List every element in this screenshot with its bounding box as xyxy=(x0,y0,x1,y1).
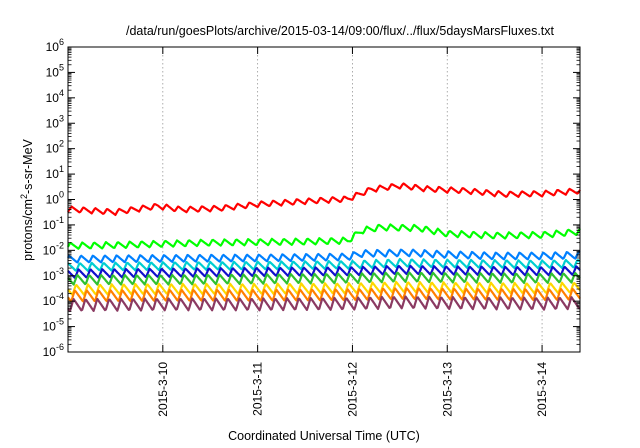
y-axis: 10-610-510-410-310-210-11001011021031041… xyxy=(43,37,580,359)
y-tick-label: 103 xyxy=(46,113,64,130)
series-layer xyxy=(67,182,581,313)
y-tick-label: 10-3 xyxy=(43,266,64,283)
y-tick-label: 10-2 xyxy=(43,240,64,257)
y-tick-label-exponent: -1 xyxy=(56,215,64,225)
y-axis-label-superscript: 2 xyxy=(19,194,29,199)
y-tick-label-base: 10 xyxy=(46,65,60,79)
y-tick-label-exponent: -4 xyxy=(56,291,64,301)
y-tick-label-base: 10 xyxy=(43,320,57,334)
y-tick-label-base: 10 xyxy=(46,116,60,130)
x-tick-label: 2015-3-14 xyxy=(535,362,549,417)
series-line xyxy=(67,257,581,272)
series-line xyxy=(67,182,581,216)
y-tick-label-exponent: -3 xyxy=(56,266,64,276)
y-tick-label-base: 10 xyxy=(46,40,60,54)
y-tick-label-exponent: 1 xyxy=(59,164,64,174)
y-tick-label: 106 xyxy=(46,37,64,54)
y-tick-label-base: 10 xyxy=(46,142,60,156)
y-tick-label-base: 10 xyxy=(46,91,60,105)
y-tick-label-base: 10 xyxy=(43,218,57,232)
y-tick-label-exponent: -6 xyxy=(56,342,64,352)
y-tick-label: 102 xyxy=(46,139,64,156)
y-tick-label-exponent: 4 xyxy=(59,88,64,98)
x-axis-label: Coordinated Universal Time (UTC) xyxy=(228,429,420,443)
y-tick-label-exponent: 6 xyxy=(59,37,64,47)
y-tick-label: 101 xyxy=(46,164,64,181)
y-axis-label-suffix: -s-sr-MeV xyxy=(21,138,35,194)
y-axis-label: protons/cm2-s-sr-MeV xyxy=(19,138,35,260)
y-tick-label-base: 10 xyxy=(43,294,57,308)
y-tick-label-exponent: -5 xyxy=(56,317,64,327)
y-tick-label-exponent: 0 xyxy=(59,190,64,200)
y-tick-label-base: 10 xyxy=(46,193,60,207)
x-axis: 2015-3-10 2015-3-11 2015-3-12 2015-3-13 2015… xyxy=(156,47,549,417)
y-tick-label: 10-1 xyxy=(43,215,64,232)
series-line xyxy=(67,223,581,250)
x-tick-label: 2015-3-11 xyxy=(251,362,265,416)
x-tick-label: 2015-3-12 xyxy=(345,362,359,417)
y-tick-label-base: 10 xyxy=(43,345,57,359)
series-line xyxy=(67,264,581,279)
y-tick-label: 10-5 xyxy=(43,317,64,334)
y-tick-label-exponent: 2 xyxy=(59,139,64,149)
x-tick-label: 2015-3-13 xyxy=(440,362,454,417)
y-tick-label-base: 10 xyxy=(43,243,57,257)
y-tick-label: 100 xyxy=(46,190,64,207)
y-tick-label-exponent: 5 xyxy=(59,62,64,72)
y-tick-label: 104 xyxy=(46,88,64,105)
series-line xyxy=(67,287,581,303)
y-tick-label-exponent: 3 xyxy=(59,113,64,123)
chart-title: /data/run/goesPlots/archive/2015-03-14/0… xyxy=(126,24,555,38)
y-tick-label: 10-6 xyxy=(43,342,64,359)
y-tick-label-base: 10 xyxy=(46,167,60,181)
x-tick-label: 2015-3-10 xyxy=(156,362,170,417)
y-axis-label-prefix: protons/cm xyxy=(21,199,35,261)
y-tick-label: 105 xyxy=(46,62,64,79)
y-tick-label: 10-4 xyxy=(43,291,64,308)
y-tick-label-exponent: -2 xyxy=(56,240,64,250)
series-line xyxy=(67,271,581,286)
y-tick-label-base: 10 xyxy=(43,269,57,283)
series-line xyxy=(67,280,581,296)
series-line xyxy=(67,248,581,264)
series-line xyxy=(67,295,581,313)
